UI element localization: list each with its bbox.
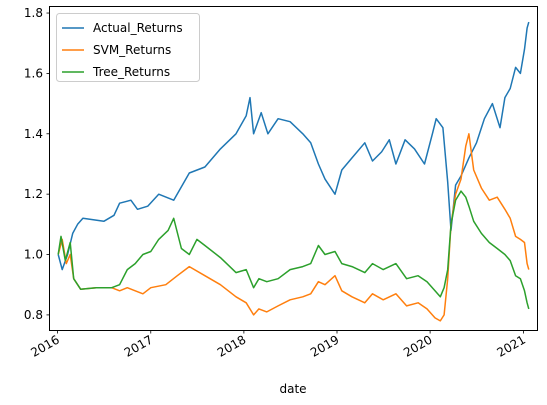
y-tick-label: 0.8: [24, 308, 43, 322]
legend-label-svm-returns: SVM_Returns: [93, 43, 171, 57]
legend-label-actual-returns: Actual_Returns: [93, 21, 183, 35]
x-tick-label: 2020: [401, 332, 434, 359]
x-axis-label: date: [279, 382, 306, 396]
y-tick-label: 1.6: [24, 66, 43, 80]
series-line-svm-returns: [58, 134, 529, 321]
y-tick-label: 1.2: [24, 187, 43, 201]
series-line-tree-returns: [58, 191, 529, 309]
x-tick-label: 2019: [308, 332, 341, 359]
legend-label-tree-returns: Tree_Returns: [92, 65, 170, 79]
x-tick-label: 2017: [122, 332, 155, 359]
y-axis: 0.8 1.0 1.2 1.4 1.6 1.8: [24, 6, 50, 322]
x-axis: 2016 2017 2018 2019 2020 2021: [28, 330, 528, 360]
x-tick-label: 2018: [215, 332, 248, 359]
y-tick-label: 1.8: [24, 6, 43, 20]
x-tick-label: 2016: [28, 332, 61, 359]
legend: Actual_Returns SVM_Returns Tree_Returns: [57, 14, 200, 82]
x-tick-label: 2021: [495, 332, 528, 359]
y-tick-label: 1.0: [24, 248, 43, 262]
y-tick-label: 1.4: [24, 127, 43, 141]
